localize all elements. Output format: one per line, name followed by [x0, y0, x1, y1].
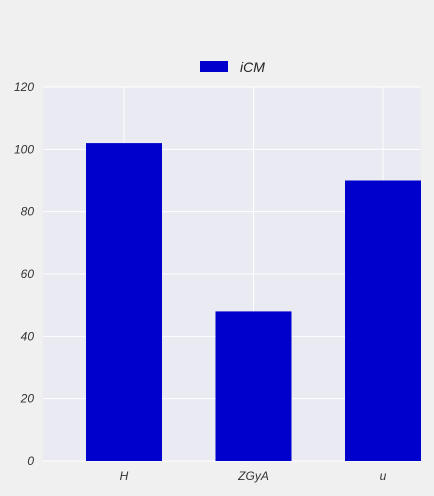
legend-label: iCM	[240, 59, 265, 75]
y-tick-label: 60	[21, 267, 35, 281]
y-tick-label: 0	[27, 454, 34, 468]
y-axis-tick-labels: 0 20 40 60 80 100 120	[14, 80, 34, 468]
legend: iCM	[200, 59, 265, 75]
x-tick-label: u	[380, 469, 387, 483]
bar-u	[345, 180, 421, 461]
bars	[86, 143, 421, 461]
x-axis-tick-labels: H ZGyA u	[120, 469, 387, 483]
y-tick-label: 20	[20, 392, 35, 406]
y-tick-label: 40	[21, 329, 35, 343]
y-tick-label: 120	[14, 80, 34, 94]
bar-ZGyA	[215, 311, 292, 461]
y-tick-label: 80	[21, 205, 35, 219]
legend-swatch	[200, 61, 228, 72]
x-tick-label: ZGyA	[237, 469, 269, 483]
x-tick-label: H	[120, 469, 129, 483]
bar-H	[86, 143, 162, 461]
y-tick-label: 100	[14, 142, 34, 156]
